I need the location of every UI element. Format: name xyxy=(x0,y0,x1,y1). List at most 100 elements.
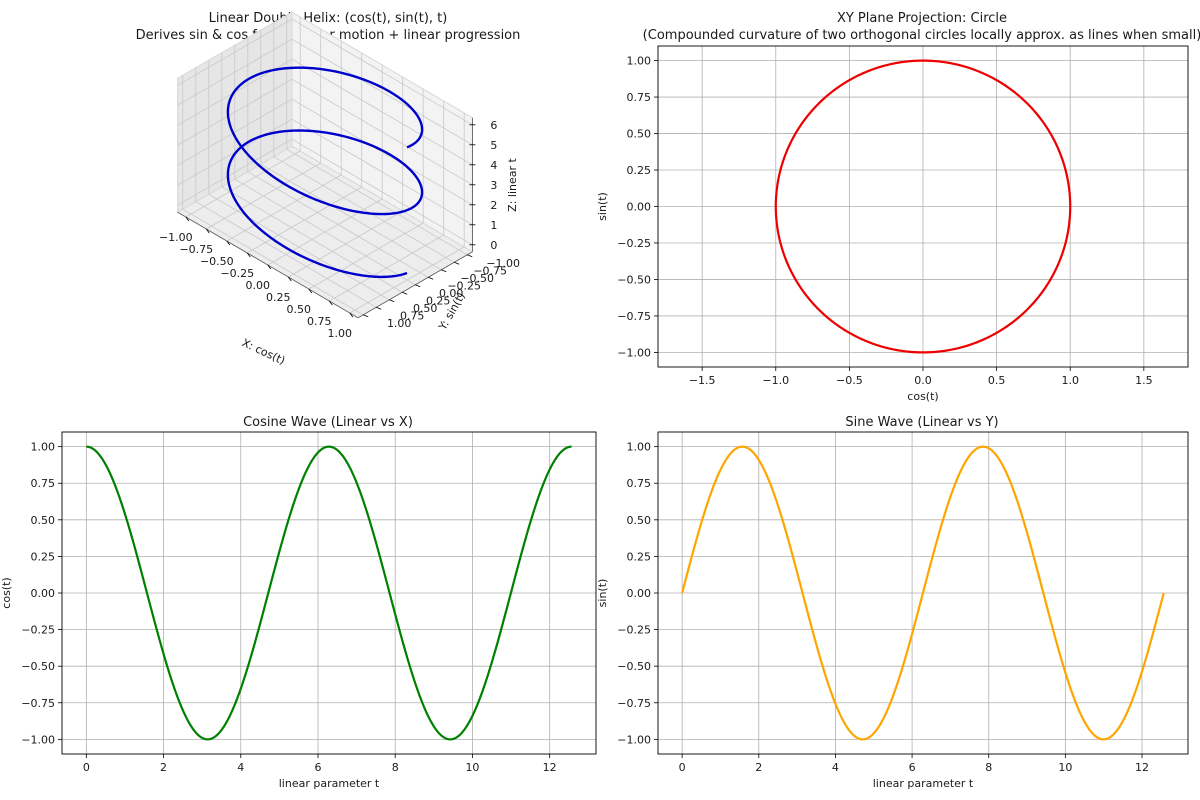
helix-x-tick-mark xyxy=(246,252,251,258)
y-tick-label: 1.00 xyxy=(31,441,56,454)
y-tick-label: −0.75 xyxy=(617,310,651,323)
cosine-y-axis-label: cos(t) xyxy=(0,577,13,608)
x-tick-label: 4 xyxy=(832,761,839,774)
x-tick-label: 0.0 xyxy=(914,374,932,387)
sine-x-ticks: 0 2 4 6 8 10 12 xyxy=(679,754,1149,774)
x-tick-label: 1.0 xyxy=(1061,374,1079,387)
helix-y-tick-mark xyxy=(467,254,473,258)
helix-y-tick-label: −0.25 xyxy=(447,279,481,292)
pane-grid-line xyxy=(329,234,444,302)
helix-x-tick-mark xyxy=(308,288,313,294)
cosine-panel: Cosine Wave (Linear vs X) 0 2 4 6 8 10 12 −1.0… xyxy=(0,415,597,790)
cosine-curve xyxy=(86,445,572,741)
pane-grid-line xyxy=(291,18,473,126)
pane-grid-line xyxy=(349,246,465,314)
helix-title: Linear Double Helix: (cos(t), sin(t), t) xyxy=(209,11,448,26)
pane-grid-line xyxy=(208,193,390,301)
helix-y-tick-label: 0.25 xyxy=(426,294,451,307)
helix-z-tick-label: 0 xyxy=(490,239,497,252)
cosine-x-axis-label: linear parameter t xyxy=(279,777,380,790)
pane-grid-line xyxy=(195,201,377,308)
helix-y-tick-mark xyxy=(402,291,408,295)
helix-3d-panel: Linear Double Helix: (cos(t), sin(t), t)… xyxy=(136,11,521,367)
x-tick-label: −0.5 xyxy=(836,374,863,387)
helix-y-tick-label: 0.75 xyxy=(400,309,425,322)
helix-3d-grid xyxy=(177,15,473,316)
pane-grid-line xyxy=(177,138,293,206)
helix-x-tick-mark xyxy=(328,300,333,306)
cosine-axes-frame xyxy=(61,431,597,755)
helix-y-tick-label: −0.75 xyxy=(473,264,507,277)
y-tick-label: −0.50 xyxy=(617,273,651,286)
sine-x-axis-label: linear parameter t xyxy=(873,777,974,790)
pane-grid-line xyxy=(177,78,293,146)
helix-y-tick-mark xyxy=(415,284,421,288)
pane-grid-line xyxy=(291,118,473,226)
x-tick-label: 0.5 xyxy=(988,374,1006,387)
circle-y-ticks: −1.00 −0.75 −0.50 −0.25 0.00 0.25 0.50 0.75 1.00 xyxy=(617,55,658,359)
helix-x-tick-label: −1.00 xyxy=(159,231,193,244)
x-tick-label: 10 xyxy=(465,761,479,774)
circle-y-axis-label: sin(t) xyxy=(596,192,609,221)
x-tick-label: −1.5 xyxy=(689,374,716,387)
pane-grid-line xyxy=(177,38,293,106)
helix-z-tick-label: 4 xyxy=(490,159,497,172)
cosine-y-ticks: −1.00 −0.75 −0.50 −0.25 0.00 0.25 0.50 0.75 1.00 xyxy=(21,441,62,746)
cosine-title: Cosine Wave (Linear vs X) xyxy=(243,415,413,430)
pane-grid-line xyxy=(291,98,473,206)
sine-y-axis-label: sin(t) xyxy=(596,579,609,608)
helix-y-tick-label: −1.00 xyxy=(486,257,520,270)
helix-x-tick-label: 0.75 xyxy=(307,315,332,328)
helix-y-tick-mark xyxy=(454,261,460,265)
x-tick-label: 2 xyxy=(755,761,762,774)
x-tick-label: 12 xyxy=(1135,761,1149,774)
helix-y-tick-mark xyxy=(376,306,382,310)
y-tick-label: 0.25 xyxy=(627,164,652,177)
helix-x-tick-mark xyxy=(226,240,231,246)
y-tick-label: 0.25 xyxy=(31,550,56,563)
y-tick-label: 0.00 xyxy=(627,587,652,600)
pane-grid-line xyxy=(288,210,403,278)
helix-z-tick-label: 1 xyxy=(490,219,497,232)
x-tick-label: 12 xyxy=(543,761,557,774)
pane-grid-line xyxy=(177,98,293,166)
y-tick-label: 0.00 xyxy=(627,201,652,214)
helix-x-tick-label: 0.00 xyxy=(246,279,271,292)
y-tick-label: 0.50 xyxy=(627,514,652,527)
circle-axes-frame xyxy=(657,45,1189,368)
helix-x-tick-mark xyxy=(287,276,292,282)
y-tick-label: 0.75 xyxy=(31,477,56,490)
y-tick-label: 1.00 xyxy=(627,55,652,68)
x-tick-label: 6 xyxy=(909,761,916,774)
helix-y-tick-label: −0.50 xyxy=(460,272,494,285)
helix-z-tick-label: 2 xyxy=(490,199,497,212)
x-tick-label: 6 xyxy=(314,761,321,774)
x-tick-label: 8 xyxy=(985,761,992,774)
helix-x-tick-label: −0.50 xyxy=(200,255,234,268)
y-tick-label: 0.50 xyxy=(627,128,652,141)
y-tick-label: 0.75 xyxy=(627,477,652,490)
helix-x-tick-mark xyxy=(349,312,354,318)
helix-y-tick-label: 1.00 xyxy=(387,317,412,330)
x-tick-label: 10 xyxy=(1058,761,1072,774)
y-tick-label: −1.00 xyxy=(21,733,55,746)
y-tick-label: 1.00 xyxy=(627,441,652,454)
helix-y-tick-label: 0.00 xyxy=(439,287,464,300)
x-tick-label: 0 xyxy=(83,761,90,774)
helix-y-tick-label: 0.50 xyxy=(413,302,438,315)
circle-x-ticks: −1.5 −1.0 −0.5 0.0 0.5 1.0 1.5 xyxy=(689,367,1153,387)
cosine-x-ticks: 0 2 4 6 8 10 12 xyxy=(83,754,557,774)
pane-grid-line xyxy=(291,38,473,146)
pane-grid-line xyxy=(221,186,403,293)
x-tick-label: 0 xyxy=(679,761,686,774)
helix-x-tick-label: 0.25 xyxy=(266,291,291,304)
helix-x-tick-label: −0.75 xyxy=(179,243,213,256)
y-tick-label: 0.25 xyxy=(627,550,652,563)
y-tick-label: −1.00 xyxy=(617,346,651,359)
pane-grid-line xyxy=(308,222,424,290)
helix-y-tick-mark xyxy=(441,269,447,273)
helix-y-tick-mark xyxy=(389,299,395,303)
y-tick-label: −0.50 xyxy=(21,660,55,673)
pane-grid-line xyxy=(177,18,293,86)
